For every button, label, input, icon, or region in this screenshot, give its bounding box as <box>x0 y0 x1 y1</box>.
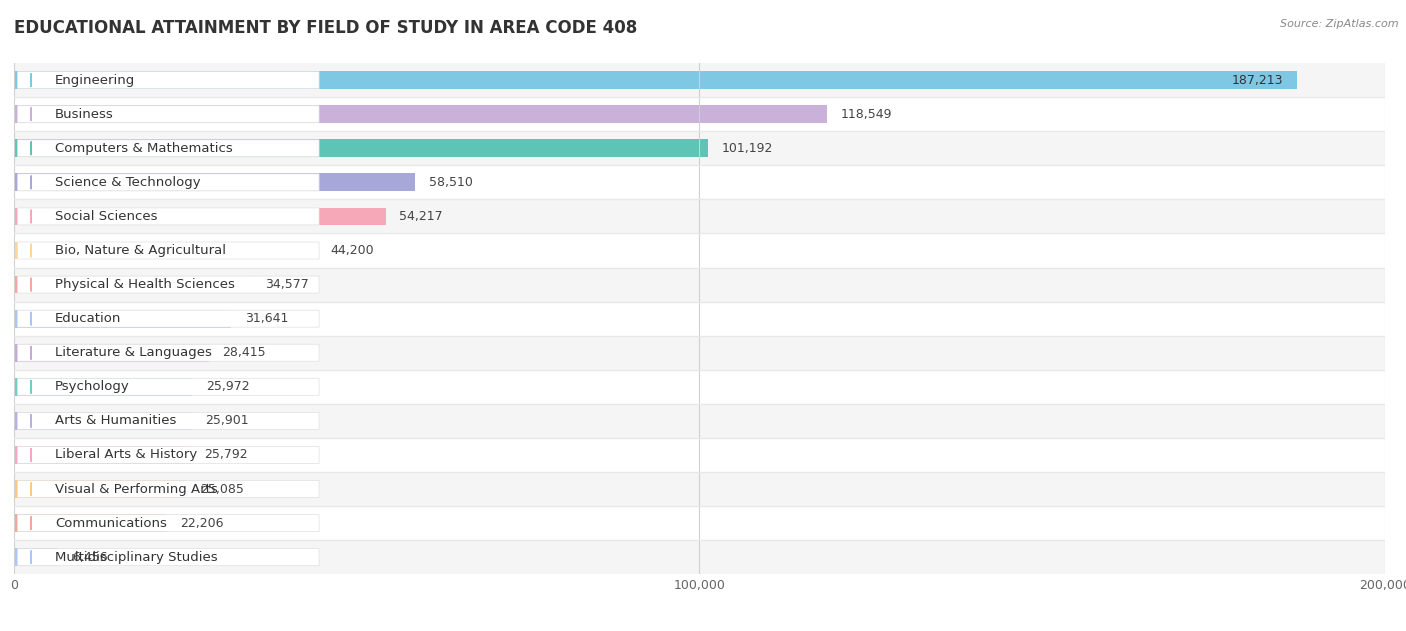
Bar <box>14 506 1385 540</box>
Text: 25,901: 25,901 <box>205 415 249 427</box>
Text: EDUCATIONAL ATTAINMENT BY FIELD OF STUDY IN AREA CODE 408: EDUCATIONAL ATTAINMENT BY FIELD OF STUDY… <box>14 19 637 37</box>
FancyBboxPatch shape <box>17 310 319 327</box>
Text: Engineering: Engineering <box>55 74 135 86</box>
Text: 101,192: 101,192 <box>721 142 773 155</box>
Text: 25,085: 25,085 <box>200 483 243 495</box>
Bar <box>14 336 1385 370</box>
Bar <box>14 139 707 157</box>
Text: Source: ZipAtlas.com: Source: ZipAtlas.com <box>1281 19 1399 29</box>
FancyBboxPatch shape <box>17 174 319 191</box>
Text: Social Sciences: Social Sciences <box>55 210 157 223</box>
Bar <box>14 472 1385 506</box>
Bar <box>14 97 1385 131</box>
Bar <box>14 208 385 225</box>
Bar <box>14 199 1385 233</box>
Text: 6,456: 6,456 <box>72 551 108 563</box>
Bar <box>14 71 1298 89</box>
FancyBboxPatch shape <box>17 276 319 293</box>
Text: Education: Education <box>55 312 121 325</box>
FancyBboxPatch shape <box>17 549 319 566</box>
Text: Literature & Languages: Literature & Languages <box>55 346 212 359</box>
Bar <box>14 370 1385 404</box>
FancyBboxPatch shape <box>17 140 319 157</box>
Text: Communications: Communications <box>55 517 167 529</box>
Text: Business: Business <box>55 108 114 121</box>
FancyBboxPatch shape <box>17 481 319 498</box>
Text: Science & Technology: Science & Technology <box>55 176 201 189</box>
Text: 187,213: 187,213 <box>1232 74 1284 86</box>
Bar <box>14 131 1385 165</box>
Text: 58,510: 58,510 <box>429 176 472 189</box>
Text: Visual & Performing Arts: Visual & Performing Arts <box>55 483 218 495</box>
FancyBboxPatch shape <box>17 345 319 361</box>
Bar <box>14 378 193 396</box>
Bar <box>14 302 1385 336</box>
Bar <box>14 548 58 566</box>
Bar <box>14 404 1385 438</box>
Text: 22,206: 22,206 <box>180 517 224 529</box>
Text: Liberal Arts & History: Liberal Arts & History <box>55 449 197 461</box>
Text: 25,972: 25,972 <box>205 380 249 393</box>
Bar <box>14 446 191 464</box>
Text: 54,217: 54,217 <box>399 210 443 223</box>
Bar <box>14 514 166 532</box>
Text: 31,641: 31,641 <box>245 312 288 325</box>
Bar <box>14 540 1385 574</box>
Text: Computers & Mathematics: Computers & Mathematics <box>55 142 233 155</box>
Bar <box>14 480 186 498</box>
Text: 34,577: 34,577 <box>264 278 308 291</box>
Bar <box>14 438 1385 472</box>
Bar <box>14 412 191 430</box>
Bar <box>14 310 231 327</box>
Text: 118,549: 118,549 <box>841 108 891 121</box>
Bar <box>14 276 252 293</box>
FancyBboxPatch shape <box>17 72 319 89</box>
Bar <box>14 344 209 362</box>
Bar <box>14 233 1385 268</box>
Text: 44,200: 44,200 <box>330 244 374 257</box>
FancyBboxPatch shape <box>17 413 319 430</box>
Text: Arts & Humanities: Arts & Humanities <box>55 415 177 427</box>
Text: Physical & Health Sciences: Physical & Health Sciences <box>55 278 235 291</box>
FancyBboxPatch shape <box>17 515 319 531</box>
Text: Psychology: Psychology <box>55 380 129 393</box>
Bar <box>14 165 1385 199</box>
Bar <box>14 174 415 191</box>
Bar <box>14 63 1385 97</box>
Bar <box>14 242 316 259</box>
FancyBboxPatch shape <box>17 242 319 259</box>
Bar <box>14 105 827 123</box>
Bar <box>14 268 1385 302</box>
FancyBboxPatch shape <box>17 208 319 225</box>
Text: Bio, Nature & Agricultural: Bio, Nature & Agricultural <box>55 244 226 257</box>
Text: 25,792: 25,792 <box>204 449 249 461</box>
Text: 28,415: 28,415 <box>222 346 266 359</box>
FancyBboxPatch shape <box>17 106 319 122</box>
Text: Multidisciplinary Studies: Multidisciplinary Studies <box>55 551 218 563</box>
FancyBboxPatch shape <box>17 379 319 395</box>
FancyBboxPatch shape <box>17 447 319 463</box>
